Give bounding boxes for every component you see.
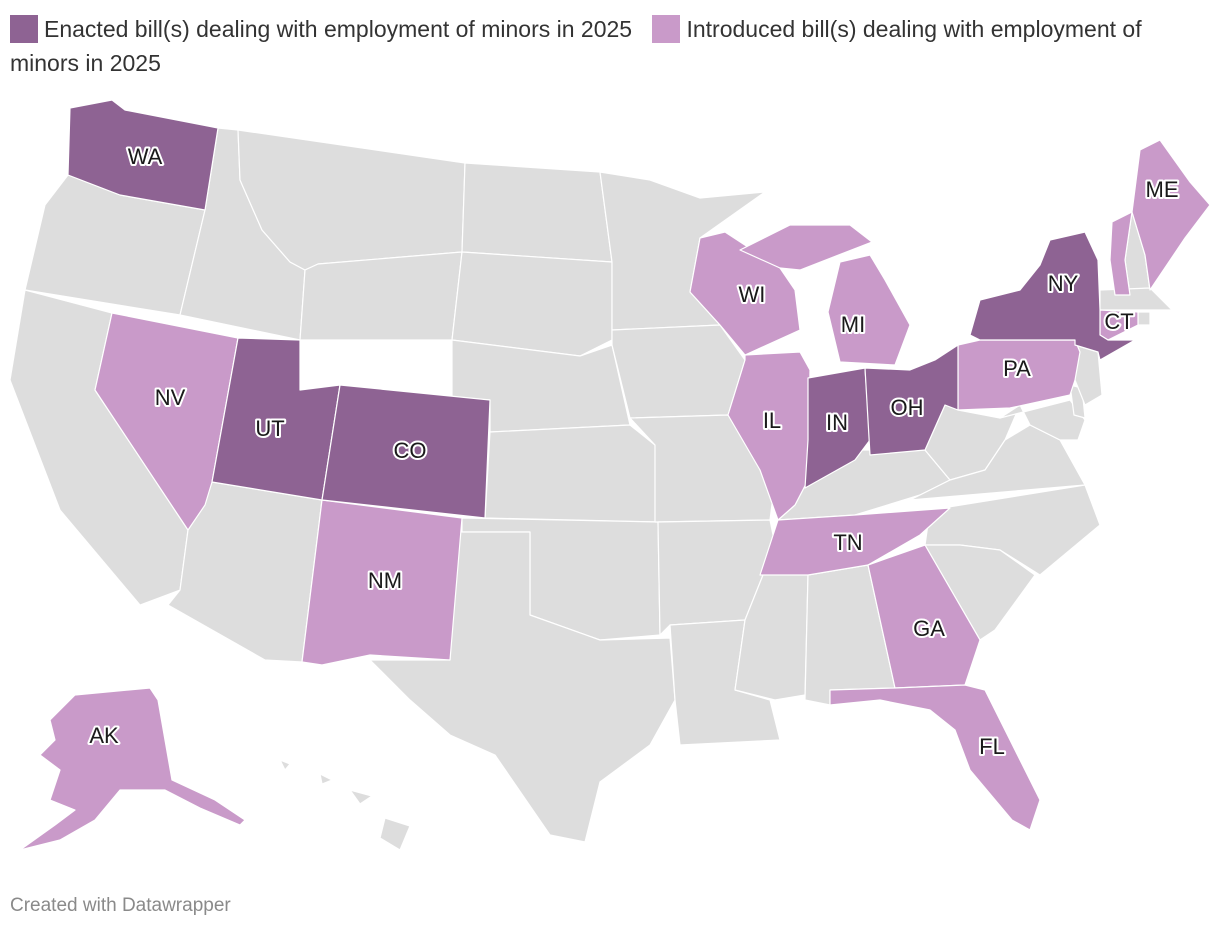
legend-label-introduced: Introduced bill(s) dealing with employme… — [10, 16, 1142, 76]
state-GA[interactable] — [867, 544, 981, 689]
label-GA: GA — [913, 616, 945, 641]
legend-item-enacted[interactable]: Enacted bill(s) dealing with employment … — [10, 15, 633, 43]
state-TN[interactable] — [759, 507, 951, 576]
state-WA[interactable] — [67, 99, 219, 211]
state-SD[interactable] — [451, 251, 613, 357]
legend: Enacted bill(s) dealing with employment … — [10, 12, 1210, 80]
state-WI[interactable] — [689, 231, 801, 356]
state-MA[interactable] — [1099, 287, 1173, 311]
legend-swatch-introduced — [652, 15, 681, 43]
state-VA[interactable] — [909, 424, 1086, 501]
state-KS[interactable] — [484, 424, 659, 523]
state-ME[interactable] — [1131, 139, 1211, 291]
legend-swatch-enacted — [10, 15, 38, 43]
label-NM: NM — [368, 568, 402, 593]
state-IA[interactable] — [611, 324, 746, 419]
label-IL: IL — [763, 408, 781, 433]
label-CO: CO — [394, 438, 427, 463]
state-OH[interactable] — [864, 344, 959, 456]
legend-label-enacted: Enacted bill(s) dealing with employment … — [44, 16, 633, 42]
state-TX[interactable] — [369, 531, 676, 843]
credit-note: Created with Datawrapper — [10, 895, 231, 916]
label-FL: FL — [979, 734, 1005, 759]
enacted-states — [67, 99, 1136, 519]
label-NV: NV — [155, 385, 186, 410]
label-AK: AK — [89, 723, 119, 748]
label-CT: CT — [1104, 309, 1133, 334]
state-IL[interactable] — [727, 351, 811, 521]
state-WY[interactable] — [299, 251, 463, 341]
label-WA: WA — [128, 144, 163, 169]
label-IN: IN — [826, 410, 848, 435]
state-RI[interactable] — [1137, 311, 1151, 326]
state-MI[interactable] — [739, 224, 911, 366]
label-TN: TN — [833, 530, 862, 555]
label-PA: PA — [1003, 356, 1031, 381]
label-ME: ME — [1146, 177, 1179, 202]
state-FL[interactable] — [829, 684, 1041, 831]
label-UT: UT — [255, 416, 284, 441]
state-labels: WA NV UT CO NM WI MI IL IN OH TN GA FL P… — [87, 142, 1180, 761]
state-NM[interactable] — [301, 499, 463, 666]
state-CO[interactable] — [321, 384, 491, 519]
label-MI: MI — [841, 312, 865, 337]
label-NY: NY — [1048, 271, 1079, 296]
label-OH: OH — [891, 395, 924, 420]
label-WI: WI — [739, 282, 766, 307]
other-states — [9, 127, 1173, 851]
legend-item-introduced[interactable]: Introduced bill(s) dealing with employme… — [10, 15, 1142, 76]
state-AK[interactable] — [19, 687, 246, 851]
state-HI[interactable] — [279, 759, 411, 851]
state-NY[interactable] — [969, 231, 1136, 361]
introduced-states — [19, 139, 1211, 851]
state-ND[interactable] — [461, 162, 613, 263]
